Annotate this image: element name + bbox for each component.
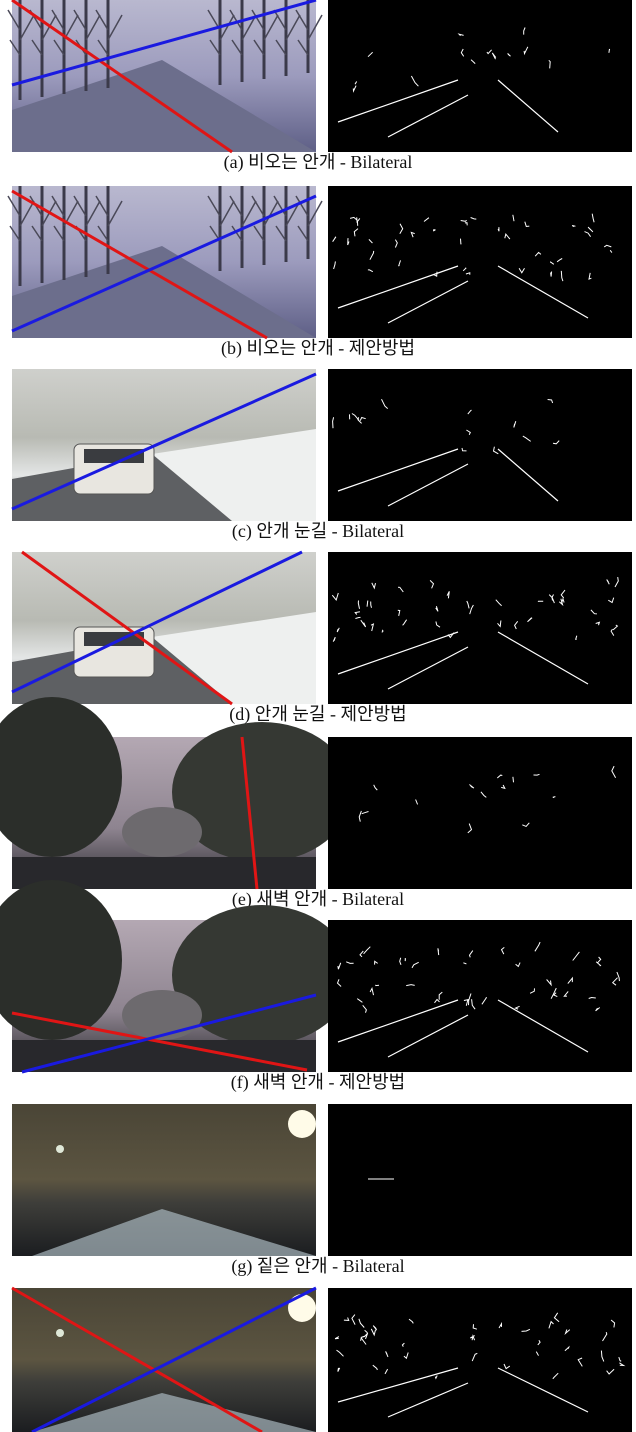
- tree-canopy: [122, 807, 202, 857]
- panel-caption: (d) 안개 눈길 - 제안방법: [229, 704, 406, 725]
- panel-caption: (g) 짙은 안개 - Bilateral: [231, 1256, 404, 1277]
- light: [288, 1110, 316, 1138]
- panel-caption: (b) 비오는 안개 - 제안방법: [221, 338, 415, 359]
- road: [12, 1040, 316, 1072]
- light: [56, 1329, 64, 1337]
- edge-map: [328, 552, 632, 704]
- edge-map: [328, 186, 632, 338]
- edge-bg: [328, 0, 632, 152]
- photo: [0, 697, 352, 889]
- edge-bg: [328, 369, 632, 521]
- panel-caption: (a) 비오는 안개 - Bilateral: [224, 152, 413, 173]
- light: [288, 1294, 316, 1322]
- photo: [8, 0, 322, 152]
- figure: (a) 비오는 안개 - Bilateral (b) 비오는 안개 - 제안방법 (…: [0, 0, 636, 1432]
- tree-canopy: [122, 990, 202, 1040]
- edge-map: [328, 920, 632, 1072]
- panel-caption: (f) 새벽 안개 - 제안방법: [231, 1072, 405, 1093]
- edge-map: [328, 1104, 632, 1256]
- panel-caption: (c) 안개 눈길 - Bilateral: [232, 521, 404, 542]
- photo: [12, 1288, 316, 1432]
- edge-bg: [328, 1104, 632, 1256]
- photo: [12, 369, 316, 521]
- edge-bg: [328, 186, 632, 338]
- edge-map: [328, 0, 632, 152]
- edge-bg: [328, 1288, 632, 1432]
- photo: [12, 552, 316, 704]
- light: [56, 1145, 64, 1153]
- edge-map: [328, 1288, 632, 1432]
- edge-map: [328, 369, 632, 521]
- edge-bg: [328, 920, 632, 1072]
- edge-bg: [328, 552, 632, 704]
- edge-map: [328, 737, 632, 889]
- photo: [8, 186, 322, 338]
- photo: [12, 1104, 316, 1256]
- edge-bg: [328, 737, 632, 889]
